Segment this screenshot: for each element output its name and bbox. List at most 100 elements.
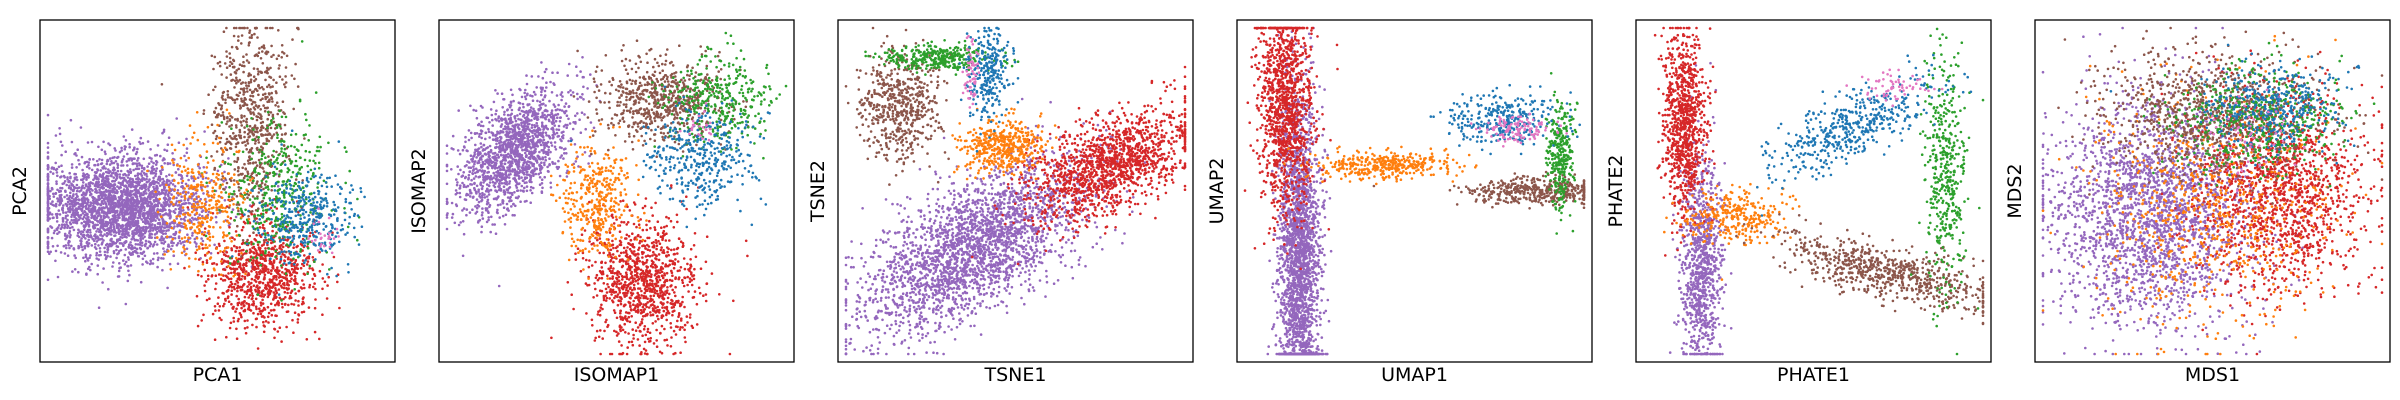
scatter-point-purple — [146, 175, 149, 178]
scatter-point-blue — [281, 191, 284, 194]
scatter-point-purple — [47, 194, 50, 197]
scatter-point-blue — [308, 200, 311, 203]
scatter-point-red — [258, 262, 261, 265]
scatter-point-brown — [247, 215, 250, 218]
scatter-point-purple — [194, 241, 197, 244]
scatter-point-purple — [98, 191, 101, 194]
scatter-point-blue — [329, 214, 332, 217]
scatter-point-purple — [113, 211, 116, 214]
scatter-point-purple — [61, 144, 64, 147]
scatter-point-green — [205, 157, 208, 160]
scatter-point-green — [268, 238, 271, 241]
scatter-point-purple — [174, 211, 177, 214]
scatter-point-purple — [163, 209, 166, 212]
scatter-point-purple — [71, 214, 74, 217]
scatter-point-green — [312, 172, 315, 175]
scatter-point-green — [302, 186, 305, 189]
scatter-point-green — [276, 157, 279, 160]
scatter-point-purple — [129, 168, 132, 171]
scatter-point-purple — [172, 242, 175, 245]
scatter-point-green — [280, 150, 283, 153]
scatter-point-brown — [243, 91, 246, 94]
scatter-point-red — [235, 328, 238, 331]
scatter-point-blue — [320, 174, 323, 177]
scatter-point-purple — [62, 204, 65, 207]
scatter-point-purple — [175, 197, 178, 200]
scatter-point-purple — [130, 209, 133, 212]
scatter-point-purple — [132, 223, 135, 226]
scatter-point-red — [292, 246, 295, 249]
scatter-point-green — [309, 211, 312, 214]
scatter-point-purple — [194, 238, 197, 241]
scatter-point-purple — [56, 213, 59, 216]
scatter-point-red — [262, 321, 265, 324]
scatter-point-purple — [95, 212, 98, 215]
scatter-point-blue — [309, 253, 312, 256]
scatter-point-purple — [180, 218, 183, 221]
scatter-point-purple — [47, 114, 50, 117]
scatter-point-brown — [246, 139, 249, 142]
scatter-point-purple — [113, 176, 116, 179]
scatter-point-blue — [268, 208, 271, 211]
scatter-point-green — [276, 133, 279, 136]
scatter-point-brown — [261, 200, 264, 203]
scatter-point-purple — [76, 184, 79, 187]
scatter-point-purple — [128, 146, 131, 149]
scatter-point-red — [326, 297, 329, 300]
scatter-point-purple — [161, 189, 164, 192]
scatter-point-brown — [243, 104, 246, 107]
scatter-point-brown — [243, 126, 246, 129]
scatter-point-green — [256, 257, 259, 260]
scatter-point-purple — [139, 164, 142, 167]
scatter-point-red — [304, 273, 307, 276]
scatter-point-blue — [287, 216, 290, 219]
scatter-point-purple — [171, 245, 174, 248]
scatter-point-red — [271, 281, 274, 284]
scatter-point-red — [250, 309, 253, 312]
scatter-point-green — [270, 122, 273, 125]
scatter-point-blue — [258, 218, 261, 221]
scatter-point-blue — [335, 275, 338, 278]
scatter-point-green — [279, 140, 282, 143]
scatter-point-purple — [75, 166, 78, 169]
scatter-point-brown — [258, 87, 261, 90]
scatter-point-red — [264, 265, 267, 268]
scatter-point-purple — [81, 249, 84, 252]
scatter-point-purple — [112, 202, 115, 205]
scatter-point-purple — [162, 247, 165, 250]
scatter-point-red — [291, 268, 294, 271]
scatter-point-green — [285, 116, 288, 119]
scatter-point-purple — [124, 219, 127, 222]
scatter-point-red — [213, 262, 216, 265]
scatter-point-purple — [142, 233, 145, 236]
scatter-point-blue — [261, 216, 264, 219]
scatter-point-purple — [148, 211, 151, 214]
scatter-point-green — [263, 221, 266, 224]
scatter-point-purple — [141, 253, 144, 256]
scatter-point-purple — [56, 197, 59, 200]
scatter-point-red — [280, 244, 283, 247]
scatter-point-blue — [315, 236, 318, 239]
scatter-point-green — [319, 146, 322, 149]
scatter-point-purple — [180, 212, 183, 215]
scatter-point-blue — [339, 193, 342, 196]
scatter-point-blue — [272, 199, 275, 202]
scatter-point-brown — [214, 167, 217, 170]
scatter-point-purple — [126, 164, 129, 167]
scatter-point-purple — [143, 158, 146, 161]
scatter-point-brown — [215, 116, 218, 119]
scatter-point-brown — [230, 137, 233, 140]
scatter-point-green — [296, 165, 299, 168]
scatter-point-brown — [254, 88, 257, 91]
scatter-point-blue — [295, 215, 298, 218]
scatter-point-red — [306, 338, 309, 341]
scatter-point-brown — [255, 174, 258, 177]
scatter-point-purple — [100, 169, 103, 172]
scatter-point-green — [295, 160, 298, 163]
scatter-point-red — [259, 310, 262, 313]
scatter-point-purple — [191, 232, 194, 235]
scatter-point-brown — [247, 142, 250, 145]
scatter-point-purple — [75, 198, 78, 201]
scatter-point-blue — [295, 224, 298, 227]
scatter-point-purple — [85, 221, 88, 224]
